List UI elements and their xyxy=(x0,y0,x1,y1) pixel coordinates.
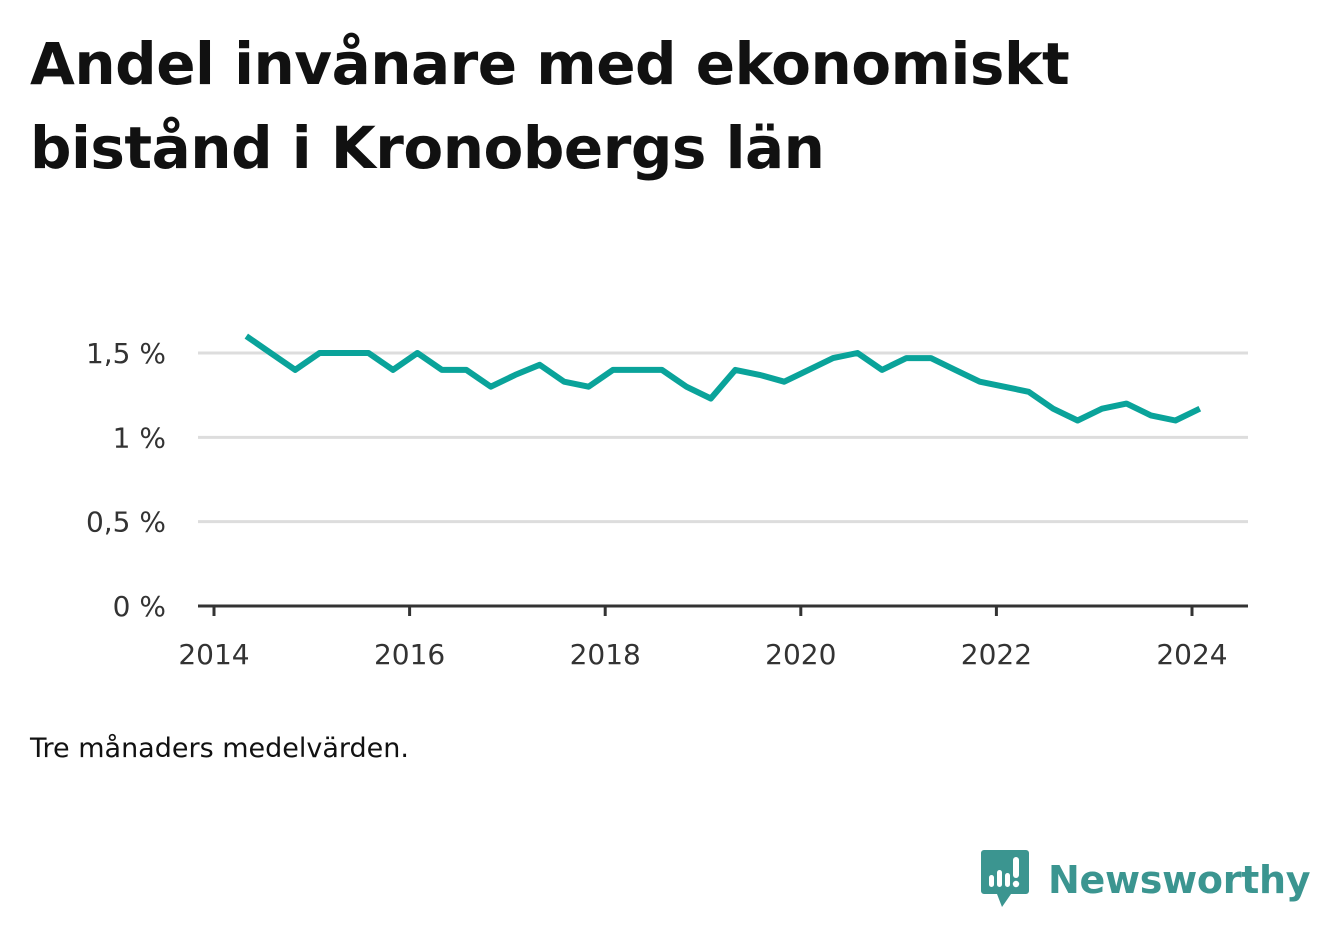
y-tick-label: 1 % xyxy=(113,421,166,454)
y-tick-label: 0 % xyxy=(113,590,166,623)
x-tick-label: 2014 xyxy=(178,638,249,671)
x-tick-label: 2016 xyxy=(374,638,445,671)
x-tick-label: 2022 xyxy=(961,638,1032,671)
y-tick-label: 1,5 % xyxy=(86,337,166,370)
brand-logo: Newsworthy xyxy=(980,848,1311,912)
chart-note: Tre månaders medelvärden. xyxy=(30,733,409,764)
newsworthy-logo-icon xyxy=(981,850,1029,907)
brand-name: Newsworthy xyxy=(1048,858,1311,902)
y-axis-tick-labels: 0 % 0,5 % 1 % 1,5 % xyxy=(86,337,166,623)
x-tick-label: 2018 xyxy=(570,638,641,671)
series-layer xyxy=(244,333,1202,424)
gridlines xyxy=(198,351,1248,524)
x-tick-label: 2020 xyxy=(765,638,836,671)
x-tick-label: 2024 xyxy=(1156,638,1227,671)
series-line xyxy=(244,333,1202,424)
chart-title: Andel invånare med ekonomiskt bistånd i … xyxy=(30,30,1070,182)
y-tick-label: 0,5 % xyxy=(86,506,166,539)
x-axis: 2014 2016 2018 2020 2022 2024 xyxy=(178,606,1228,671)
